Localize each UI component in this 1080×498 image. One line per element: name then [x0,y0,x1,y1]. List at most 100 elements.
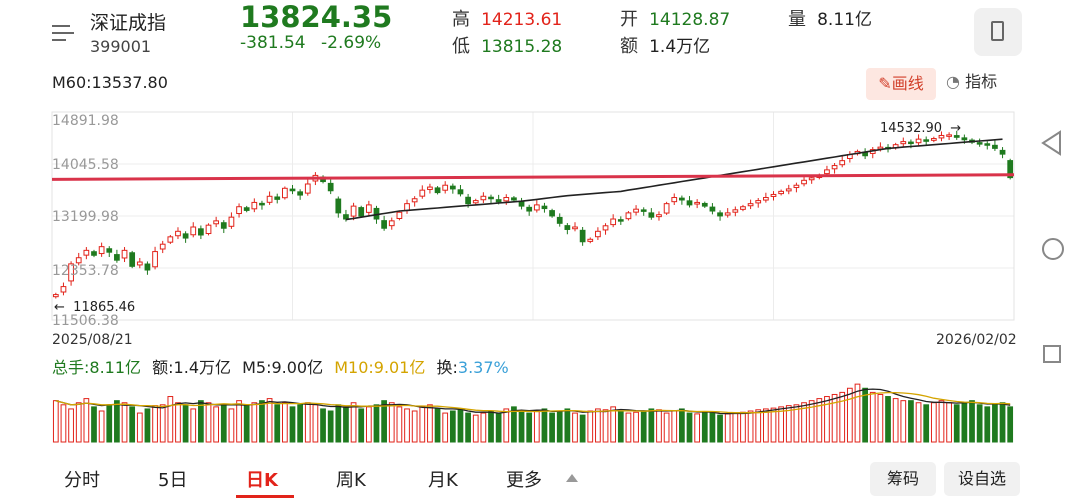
caret-up-icon[interactable] [566,474,578,482]
candle-body [167,236,174,243]
volume-bar [281,402,288,443]
chips-button[interactable]: 筹码 [870,462,936,496]
landscape-button[interactable] [974,8,1022,56]
volume-bar [358,408,365,443]
y-tick-3: 12353.78 [52,263,119,279]
candle-body [144,263,151,271]
volume-bar [892,398,899,443]
volume-bar [633,411,639,443]
amount-value: 1.4万亿 [649,37,711,57]
candle-body [91,251,97,256]
candle-body [679,197,685,201]
candle-body [480,195,487,201]
draw-line-button[interactable]: ✎画线 [866,68,936,100]
candle-body [549,210,555,217]
candle-body [526,206,533,212]
high-value: 14213.61 [481,10,563,30]
tab-daily-k[interactable]: 日K [246,470,278,491]
volume-bar [419,406,426,443]
volume-row: 量 8.11亿 [788,5,872,31]
low-value: 13815.28 [481,37,563,57]
candle-body [602,225,609,231]
volume-bar [152,405,158,443]
tab-weekly-k[interactable]: 周K [336,470,366,491]
candle-body [770,193,777,197]
high-annotation: 14532.90 → [880,121,962,136]
tab-more[interactable]: 更多 [506,470,542,491]
candle-body [114,254,120,261]
chart-frame [51,111,1015,321]
volume-bar [220,404,227,443]
candle-body [304,183,311,194]
candle-body [915,138,922,144]
volume-bar [365,406,372,443]
volume-bar [801,402,807,443]
volume-bar [625,412,632,443]
volume-bar [610,406,617,443]
volume-bar [236,400,242,443]
candle-body [190,226,197,236]
candle-body [251,201,258,210]
volume-bar [190,408,197,443]
candle-body [747,203,754,207]
volume-bar [373,404,380,443]
volume-bar [175,402,181,443]
volume-bar [595,408,601,443]
candle-body [831,165,838,170]
candle-body [68,263,74,282]
tab-5day[interactable]: 5日 [158,470,188,491]
kline-chart[interactable] [0,100,1022,330]
volume-bar [740,411,746,443]
volume-bar [266,398,273,443]
candle-body [297,191,304,196]
candle-body [556,216,563,224]
candle-body [327,182,334,192]
volume-bar [854,383,861,443]
volume-bar [312,404,319,443]
candle-body [205,224,212,235]
candle-body [671,197,678,203]
low-row: 低 13815.28 [452,32,562,58]
candle-body [656,214,662,218]
volume-bar [526,412,533,443]
volume-bar [549,412,555,443]
volume-bar [923,404,930,443]
candle-body [976,142,983,145]
change-value: -381.54 [240,33,306,53]
candle-body [518,201,525,207]
add-watchlist-button[interactable]: 设自选 [944,462,1020,496]
m10-label: M10: [334,358,374,377]
total-label: 总手: [52,358,90,377]
candle-body [595,230,601,238]
menu-icon[interactable] [52,22,78,44]
low-annotation: ← 11865.46 [54,300,136,315]
candle-body [449,185,456,190]
volume-bar [251,402,258,443]
volume-bar [762,408,769,443]
candle-body [640,209,647,212]
volume-bar [663,412,670,443]
candle-body [419,189,426,197]
candle-body [236,206,242,215]
recent-apps-icon[interactable] [1043,345,1061,363]
volume-bar [999,402,1006,443]
drawn-resistance-line [51,173,1015,181]
volume-bar [404,408,410,443]
home-icon[interactable] [1042,238,1064,260]
candle-body [457,189,464,195]
candle-body [701,202,708,207]
tab-monthly-k[interactable]: 月K [428,470,458,491]
indicator-button[interactable]: ◔ 指标 [946,68,997,92]
y-tick-4: 11506.38 [52,313,119,329]
volume-chart[interactable] [0,376,1022,444]
candle-body [999,149,1006,155]
volume-bar [885,396,891,443]
candle-body [129,252,136,267]
end-date: 2026/02/02 [936,332,1017,348]
back-icon[interactable] [1040,130,1064,156]
candle-body [152,251,158,268]
start-date: 2025/08/21 [52,332,133,348]
gauge-icon: ◔ [946,72,960,91]
tab-intraday[interactable]: 分时 [64,470,100,491]
candle-body [755,200,762,204]
